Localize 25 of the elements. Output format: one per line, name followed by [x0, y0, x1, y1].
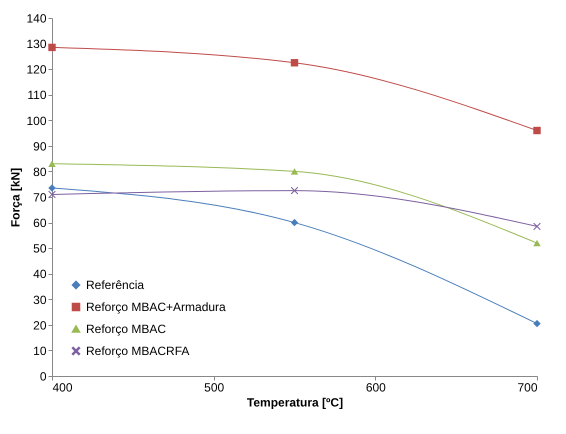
x-tick-label: 500: [204, 380, 224, 394]
y-tick-label: 120: [26, 62, 47, 77]
legend-label: Reforço MBACRFA: [86, 344, 190, 358]
y-tick-label: 80: [33, 164, 47, 179]
y-tick-label: 60: [33, 216, 47, 230]
x-tick-label: 400: [52, 380, 73, 394]
y-tick-label: 100: [26, 114, 47, 128]
legend-label: Reforço MBAC+Armadura: [86, 300, 226, 314]
legend-label: Reforço MBAC: [86, 322, 166, 336]
y-tick-label: 70: [33, 190, 47, 204]
x-axis-title: Temperatura [ºC]: [246, 396, 344, 410]
x-tick-label: 700: [517, 380, 538, 394]
y-axis-title: Força [kN]: [8, 168, 22, 228]
y-tick-label: 0: [40, 370, 47, 384]
y-tick-label: 20: [33, 318, 47, 332]
y-tick-label: 30: [33, 292, 47, 307]
y-tick-label: 130: [26, 37, 47, 52]
y-tick-label: 50: [33, 242, 47, 256]
y-tick-label: 10: [33, 344, 47, 358]
y-tick-label: 40: [33, 267, 47, 282]
x-tick-label: 600: [366, 380, 386, 394]
y-tick-label: 140: [26, 12, 47, 26]
y-tick-label: 110: [27, 88, 47, 102]
legend-label: Referência: [86, 278, 144, 292]
y-tick-label: 90: [33, 139, 47, 154]
